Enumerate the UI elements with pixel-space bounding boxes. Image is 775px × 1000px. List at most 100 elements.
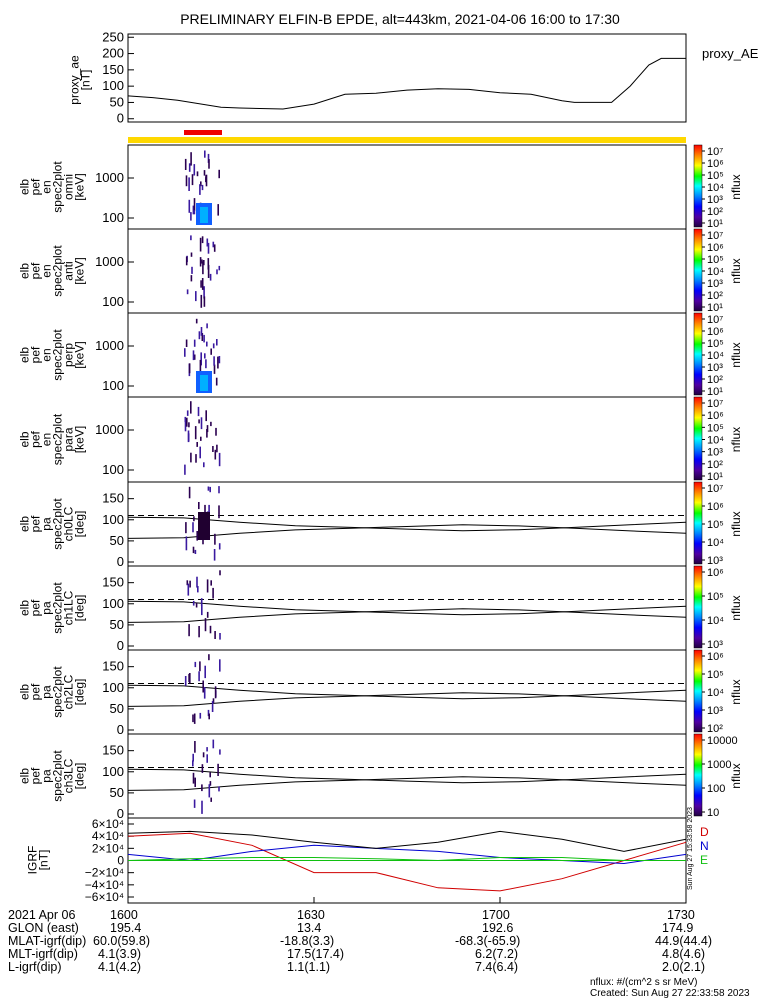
- pa_spec2plot_ch1LC-pixel: [210, 580, 212, 586]
- en_spec2plot_omni-pixel: [184, 158, 187, 170]
- en_spec2plot_omni-cbar-tick-label-4: 10³: [707, 194, 723, 206]
- en_spec2plot_omni-ylabel-1: pef: [29, 178, 43, 195]
- mlt-2: 17.5(17.4): [287, 947, 344, 961]
- science-zone-bar: [128, 137, 686, 143]
- pa_spec2plot_ch1LC-colorbar: [693, 565, 703, 649]
- en_spec2plot_perp-pixel: [188, 363, 191, 374]
- pa_spec2plot_ch3LC-pixel: [201, 784, 203, 792]
- en_spec2plot_para-pixel: [198, 419, 200, 424]
- en_spec2plot_omni-pixel: [193, 198, 196, 211]
- pa_spec2plot_ch0LC-loss-cone-line: [127, 524, 687, 539]
- en_spec2plot_perp-pixel: [185, 339, 188, 347]
- en_spec2plot_perp-pixel: [212, 343, 215, 349]
- mlat-4: 44.9(44.4): [655, 934, 712, 948]
- en_spec2plot_omni-colorbar: [693, 144, 703, 228]
- mlt-4: 4.8(4.6): [662, 947, 706, 961]
- pa_spec2plot_ch2LC-ytick-label-0: 150: [102, 659, 124, 674]
- pa_spec2plot_ch2LC-ytick-label-1: 100: [102, 680, 124, 695]
- en_spec2plot_para-pixel: [200, 417, 203, 430]
- en_spec2plot_anti-pixel: [207, 258, 210, 270]
- en_spec2plot_omni-pixel: [192, 205, 195, 215]
- en_spec2plot_anti-pixel: [207, 264, 210, 278]
- en_spec2plot_para-ytick-label-1: 100: [102, 462, 124, 477]
- igrf-legend-E: E: [700, 853, 708, 867]
- pa_spec2plot_ch0LC-cbar-tick-label-2: 10⁵: [707, 519, 724, 531]
- pa_spec2plot_ch1LC-ylabel-5: [deg]: [73, 595, 87, 622]
- en_spec2plot_omni-cbar-tick-label-5: 10²: [707, 206, 723, 218]
- pa_spec2plot_ch0LC-cbar-tick-label-0: 10⁷: [707, 483, 723, 495]
- pa_spec2plot_ch2LC-pixel: [204, 665, 206, 679]
- mlt-3: 6.2(7.2): [475, 947, 519, 961]
- en_spec2plot_para-pixel: [190, 452, 192, 463]
- pa_spec2plot_ch3LC-pixel: [219, 749, 221, 755]
- en_spec2plot_perp-ytick-label-0: 1000: [95, 338, 124, 353]
- en_spec2plot_omni-pixel: [188, 177, 190, 191]
- en_spec2plot_anti-pixel: [207, 242, 210, 254]
- selected-interval-bar: [184, 130, 222, 135]
- en_spec2plot_perp-pixel: [203, 334, 205, 343]
- en_spec2plot_perp-ylabel-3: spec2plot: [51, 329, 65, 381]
- en_spec2plot_perp-ylabel-1: pef: [29, 346, 43, 363]
- en_spec2plot_para-ytick-label-0: 1000: [95, 422, 124, 437]
- pa_spec2plot_ch0LC-pixel: [185, 522, 187, 534]
- pa_spec2plot_ch1LC-ylabel-3: spec2plot: [51, 582, 65, 634]
- en_spec2plot_perp-pixel: [199, 359, 202, 374]
- pa_spec2plot_ch1LC-pixel: [196, 576, 198, 588]
- pa_spec2plot_ch3LC-colorbar: [693, 733, 703, 817]
- proxy-ae-ytick-label-4: 50: [110, 94, 124, 109]
- en_spec2plot_omni-pixel: [205, 177, 207, 183]
- en_spec2plot_perp-pixel: [195, 318, 198, 324]
- en_spec2plot_para-pixel: [210, 421, 212, 427]
- proxy-ae-ylabel-1: [nT]: [79, 70, 93, 91]
- en_spec2plot_omni-pixel: [217, 204, 219, 216]
- en_spec2plot_anti-cbar-tick-label-6: 10¹: [707, 302, 723, 314]
- pa_spec2plot_ch3LC-ylabel-3: spec2plot: [51, 750, 65, 802]
- pa_spec2plot_ch1LC-frame: [127, 565, 687, 651]
- igrf-ytick-label-4: −2×10⁴: [85, 866, 124, 880]
- pa_spec2plot_ch0LC-pixel: [196, 531, 198, 541]
- en_spec2plot_perp-pixel: [218, 356, 221, 364]
- pa_spec2plot_ch0LC-pixel: [218, 486, 220, 494]
- en_spec2plot_omni-cbar-tick-label-0: 10⁷: [707, 146, 723, 158]
- en_spec2plot_para-pixel: [216, 444, 218, 453]
- pa_spec2plot_ch3LC-frame: [127, 733, 687, 819]
- en_spec2plot_anti-pixel: [202, 261, 204, 275]
- en_spec2plot_para-cbar-label: nflux: [729, 427, 743, 452]
- pa_spec2plot_ch0LC-pixel: [188, 486, 191, 499]
- en_spec2plot_omni-ylabel-3: spec2plot: [51, 161, 65, 213]
- pa_spec2plot_ch1LC-anti-loss-cone-line: [127, 600, 687, 616]
- tick-1600: 1600: [110, 908, 138, 922]
- pa_spec2plot_ch2LC-cbar-tick-label-2: 10⁴: [707, 687, 724, 699]
- pa_spec2plot_ch1LC-ytick-label-2: 50: [110, 617, 124, 632]
- pa_spec2plot_ch3LC-pixel: [192, 772, 195, 784]
- row-label-glon: GLON (east): [8, 921, 79, 935]
- pa_spec2plot_ch2LC-pixel: [184, 676, 187, 686]
- pa_spec2plot_ch1LC-pixel: [195, 602, 198, 608]
- en_spec2plot_anti-ylabel-0: elb: [18, 263, 32, 279]
- glon-3: 192.6: [482, 921, 514, 935]
- pa_spec2plot_ch0LC-cbar-label: nflux: [729, 511, 743, 536]
- igrf-ytick-label-1: 4×10⁴: [92, 829, 124, 843]
- pa_spec2plot_ch2LC-pixel: [212, 698, 215, 704]
- en_spec2plot_para-pixel: [206, 429, 208, 438]
- pa_spec2plot_ch0LC-ylabel-1: pef: [29, 515, 43, 532]
- pa_spec2plot_ch0LC-pixel: [214, 533, 216, 545]
- pa_spec2plot_ch1LC-ylabel-0: elb: [18, 600, 32, 616]
- en_spec2plot_anti-ylabel-1: pef: [29, 262, 43, 279]
- en_spec2plot_para-cbar-tick-label-2: 10⁵: [707, 422, 724, 434]
- en_spec2plot_perp-pixel: [200, 352, 202, 366]
- en_spec2plot_omni-pixel: [218, 169, 220, 179]
- pa_spec2plot_ch1LC-ylabel-4: ch1LC: [62, 590, 76, 625]
- en_spec2plot_omni-pixel: [207, 153, 210, 163]
- en_spec2plot_anti-ylabel-4: anti: [62, 261, 76, 280]
- igrf-series-E: [127, 857, 686, 862]
- en_spec2plot_anti-ytick-label-0: 1000: [95, 254, 124, 269]
- pa_spec2plot_ch2LC-ylabel-3: spec2plot: [51, 666, 65, 718]
- pa_spec2plot_ch0LC-cbar-tick-label-1: 10⁶: [707, 501, 724, 513]
- mlat-3: -68.3(-65.9): [455, 934, 521, 948]
- pa_spec2plot_ch1LC-ytick-label-3: 0: [117, 638, 124, 653]
- en_spec2plot_omni-pixel: [191, 174, 194, 186]
- proxy-ae-frame: [127, 33, 687, 123]
- en_spec2plot_para-frame: [127, 396, 687, 483]
- pa_spec2plot_ch3LC-pixel: [217, 763, 219, 776]
